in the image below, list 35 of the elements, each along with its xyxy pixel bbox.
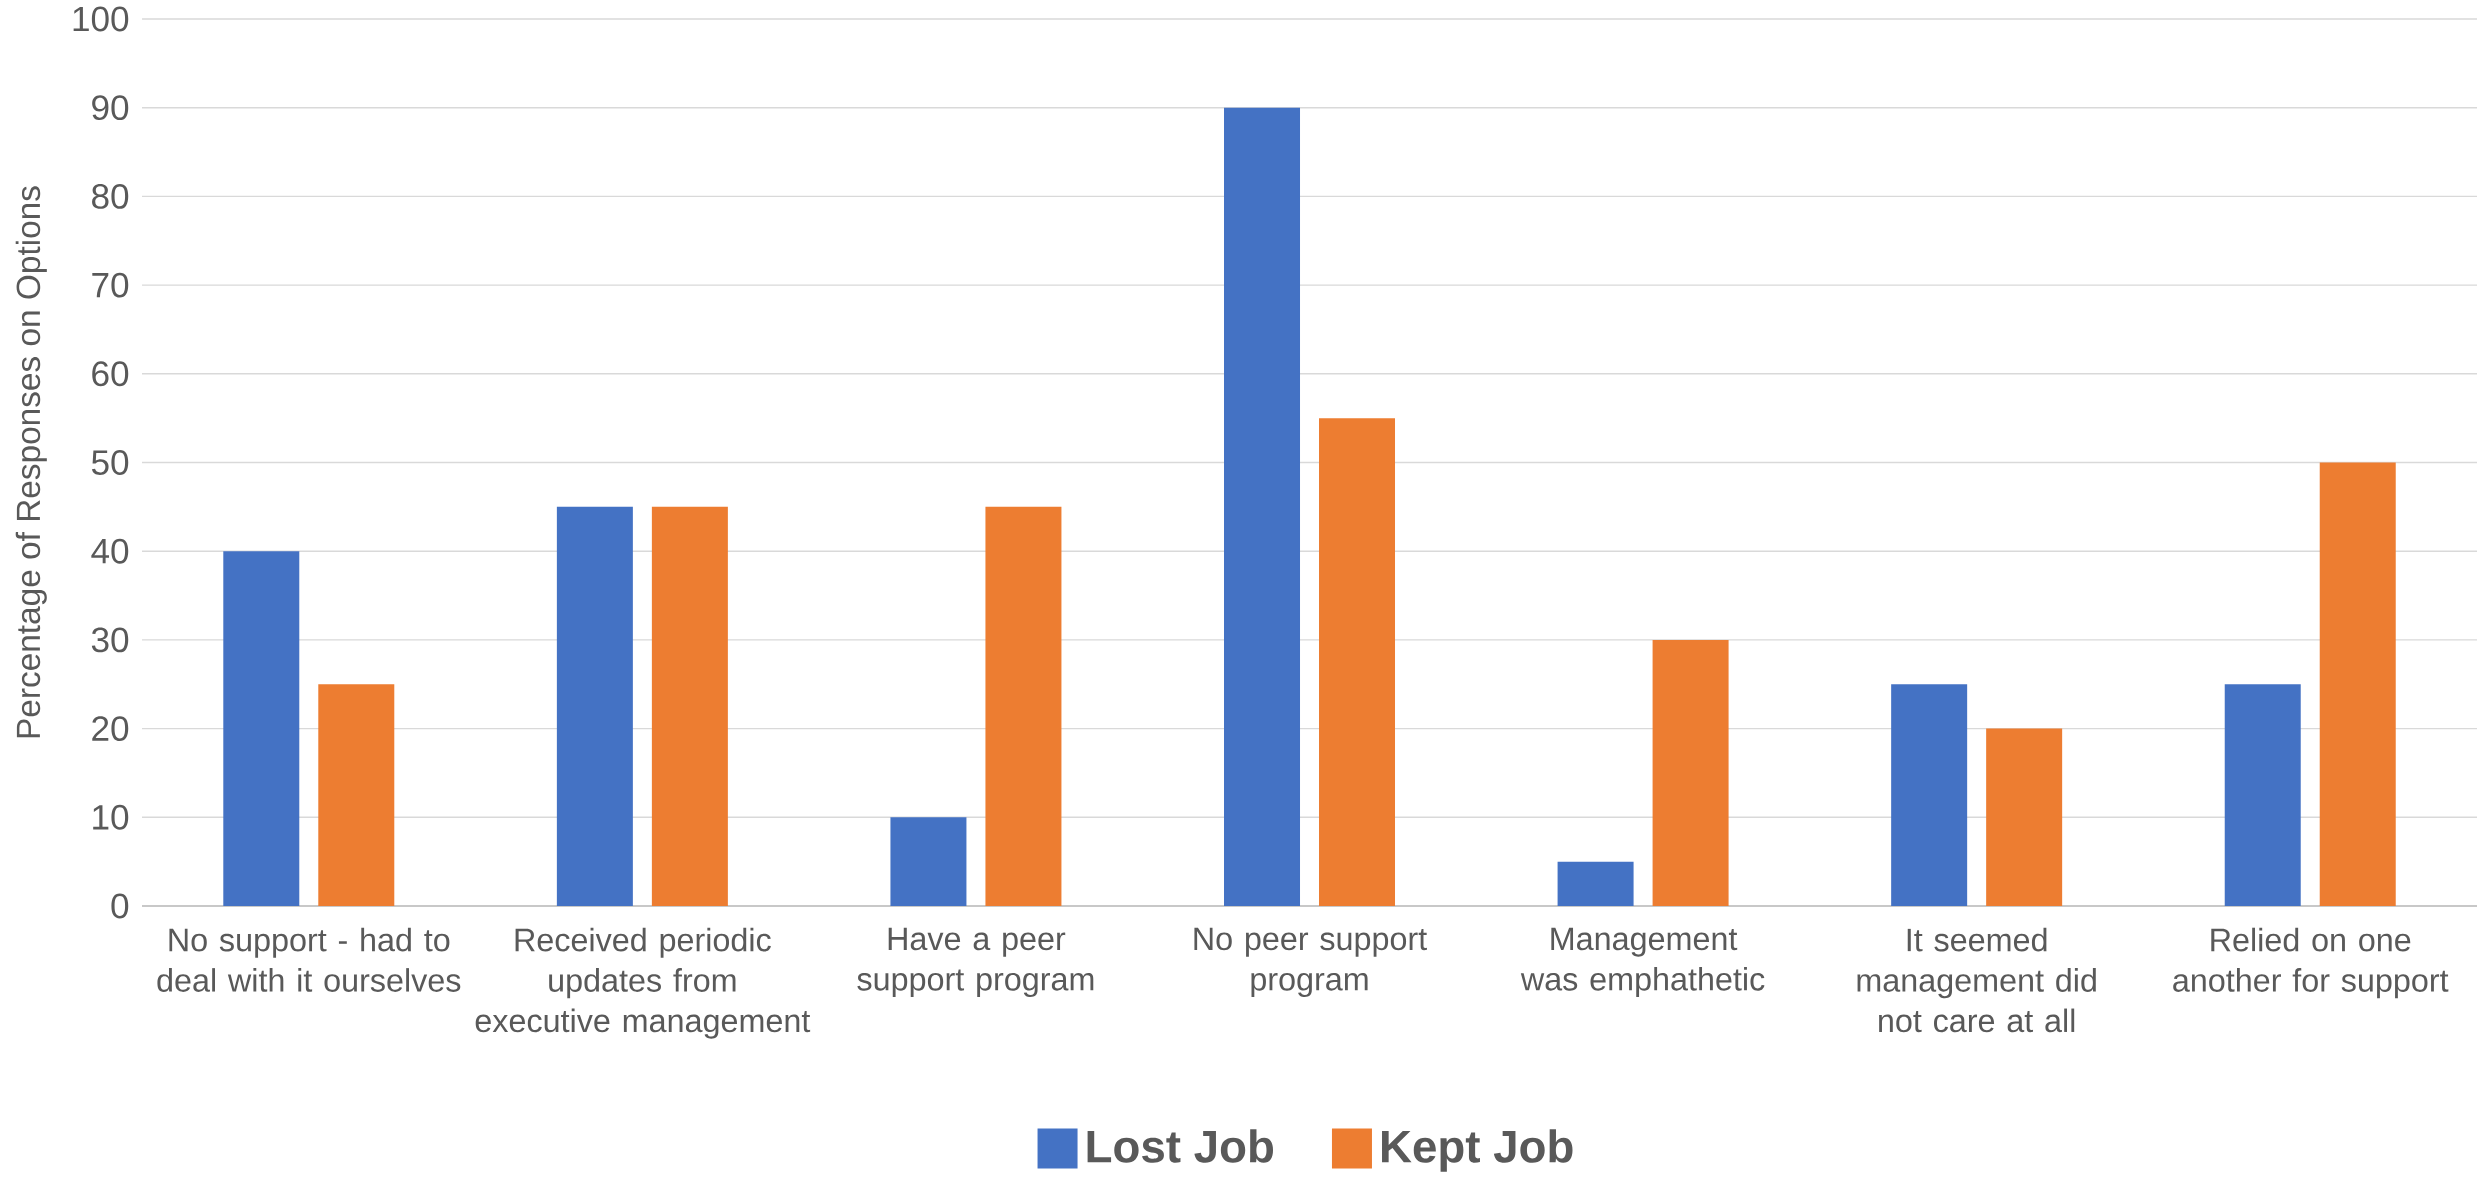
bar	[2224, 684, 2301, 906]
y-tick-label: 90	[92, 95, 129, 121]
x-tick-label: It seemed management did not care at all	[1857, 927, 2096, 1033]
y-tick-label: 80	[92, 183, 129, 209]
legend-label: Kept Job	[1382, 1129, 1573, 1172]
y-tick-label: 60	[92, 361, 129, 387]
bar	[651, 506, 728, 906]
bar	[890, 817, 967, 906]
y-tick-label: 0	[111, 893, 129, 919]
y-tick-label: 10	[93, 804, 129, 830]
x-tick-label: No peer support program	[1194, 927, 1427, 998]
bar	[1224, 107, 1301, 906]
y-tick-label: 100	[73, 6, 129, 32]
y-tick-label: 70	[92, 272, 129, 298]
x-tick-label: Relied on one another for support	[2173, 927, 2449, 999]
bar	[1652, 639, 1729, 906]
y-tick-label: 30	[91, 627, 129, 653]
x-tick-label: Received periodic updates from executive management	[475, 927, 811, 1039]
x-tick-label: Management was emphathetic	[1520, 927, 1765, 998]
y-tick-label: 20	[92, 716, 129, 742]
bar	[1986, 728, 2063, 906]
y-tick-label: 40	[91, 538, 129, 564]
legend-label: Lost Job	[1087, 1129, 1274, 1163]
bar	[556, 506, 633, 906]
bar	[2319, 462, 2396, 906]
bar	[1891, 684, 1968, 906]
bar	[223, 551, 300, 906]
bar	[318, 684, 395, 906]
bar	[1319, 418, 1396, 906]
y-axis-title: Percentage of Responses on Options	[15, 186, 47, 738]
x-tick-label: No support - had to deal with it ourselves	[157, 927, 461, 992]
y-tick-label: 50	[91, 450, 129, 475]
bar	[985, 506, 1062, 906]
bar	[1557, 861, 1634, 906]
x-tick-label: Have a peer support program	[857, 927, 1094, 998]
